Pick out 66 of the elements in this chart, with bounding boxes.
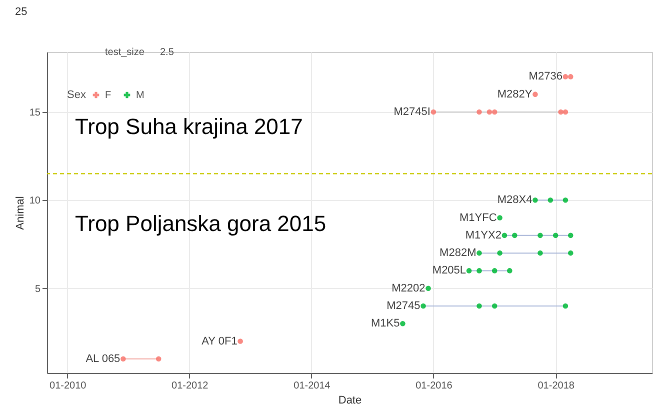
legend-label: F	[105, 90, 112, 101]
x-tick-label: 01-2012	[172, 380, 209, 392]
point	[120, 356, 126, 362]
text: 25	[15, 6, 28, 18]
point	[476, 109, 482, 115]
legend-title: Sex	[67, 89, 86, 101]
legend-label: M	[136, 90, 144, 101]
point	[507, 268, 512, 274]
point	[562, 303, 568, 309]
point	[552, 232, 558, 238]
annotation: Trop Poljanska gora 2015	[75, 211, 326, 236]
point	[497, 250, 502, 256]
point	[548, 198, 554, 203]
point	[492, 109, 498, 115]
point	[538, 232, 543, 238]
point	[238, 338, 243, 344]
x-tick-label: 01-2010	[50, 380, 87, 392]
point	[562, 198, 568, 203]
annotation: M1YFC	[460, 212, 497, 224]
point	[476, 250, 482, 256]
point	[466, 268, 472, 274]
annotation: AY 0F1	[202, 335, 238, 348]
annotation: M2745	[386, 300, 420, 312]
point	[562, 74, 568, 80]
annotation: M1YX2	[465, 229, 502, 242]
x-tick-label: 01-2014	[294, 380, 331, 392]
point	[558, 109, 564, 115]
point	[532, 92, 538, 97]
annotation: M28X4	[497, 194, 532, 206]
point	[532, 198, 538, 203]
annotation: test_size	[105, 47, 145, 58]
point	[486, 109, 492, 115]
point	[492, 303, 498, 309]
y-tick-label: 5	[34, 284, 41, 295]
annotation: M205L	[432, 264, 466, 277]
point	[562, 109, 568, 115]
point	[568, 74, 574, 80]
point	[420, 303, 426, 309]
annotation: 2.5	[160, 47, 174, 58]
y-axis-title: Animal	[14, 196, 26, 230]
point	[512, 232, 518, 238]
point	[538, 250, 543, 256]
x-tick-label: 01-2018	[538, 380, 575, 392]
point	[568, 232, 574, 238]
annotation: M2202	[392, 282, 426, 294]
annotation: Trop Suha krajina 2017	[75, 114, 303, 139]
x-tick-label: 01-2016	[416, 380, 453, 392]
x-axis-title: Date	[338, 394, 362, 406]
point	[476, 268, 482, 274]
annotation: M2736	[528, 70, 562, 83]
annotation: M282M	[440, 247, 476, 260]
annotation: M1K5	[370, 318, 400, 330]
annotation: M282Y	[497, 88, 533, 100]
point	[492, 268, 498, 274]
point	[497, 215, 502, 220]
y-tick-label: 10	[29, 196, 41, 207]
point	[502, 232, 508, 238]
point	[430, 109, 436, 115]
point	[568, 250, 574, 256]
point	[476, 303, 482, 309]
point	[156, 356, 162, 362]
annotation: M2745I	[394, 106, 430, 118]
y-tick-label: 15	[29, 107, 41, 118]
point	[426, 286, 431, 291]
point	[400, 320, 406, 326]
annotation: AL 065	[86, 352, 120, 365]
